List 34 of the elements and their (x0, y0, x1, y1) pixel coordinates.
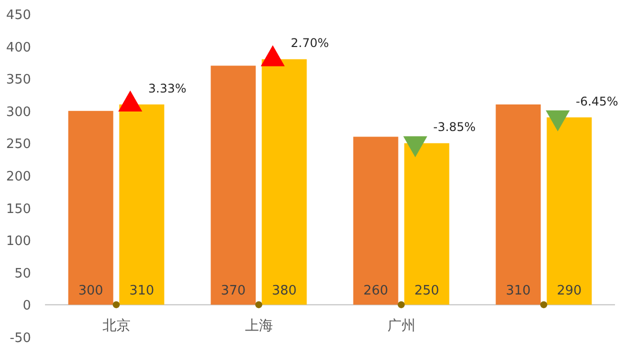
data-label: 250 (414, 284, 440, 299)
x-tick-label: 北京 (102, 318, 130, 334)
data-label: 290 (556, 284, 582, 299)
y-tick-label: -50 (10, 331, 31, 346)
annotation: 3.33% (148, 81, 186, 96)
y-tick-label: 250 (6, 137, 31, 152)
y-tick-label: 200 (6, 170, 31, 184)
x-tick-label: 广州 (387, 318, 416, 334)
data-label: 310 (129, 284, 154, 299)
annotation: -6.45% (576, 94, 618, 108)
data-label: 310 (506, 284, 531, 299)
data-label: 370 (220, 284, 246, 299)
y-tick-label: 450 (6, 8, 31, 23)
annotation: -3.85% (433, 120, 476, 134)
data-label: 300 (78, 284, 104, 299)
x-tick-label: 上海 (244, 318, 273, 334)
bar (404, 143, 450, 305)
y-tick-label: 150 (6, 202, 31, 217)
y-tick-label: 400 (6, 40, 31, 56)
data-label: 260 (363, 284, 388, 299)
bar (353, 136, 398, 305)
bar (210, 66, 256, 305)
data-label: 380 (272, 284, 297, 299)
y-tick-label: 350 (6, 72, 31, 88)
bar (119, 104, 164, 305)
bar (546, 117, 592, 305)
y-tick-label: 50 (14, 266, 31, 282)
y-tick-label: 0 (22, 298, 31, 314)
y-tick-label: 300 (6, 104, 31, 120)
y-tick-label: 100 (6, 234, 31, 250)
bar (68, 110, 114, 305)
bar (496, 104, 541, 305)
bar (262, 59, 307, 305)
annotation: 2.70% (290, 36, 329, 50)
